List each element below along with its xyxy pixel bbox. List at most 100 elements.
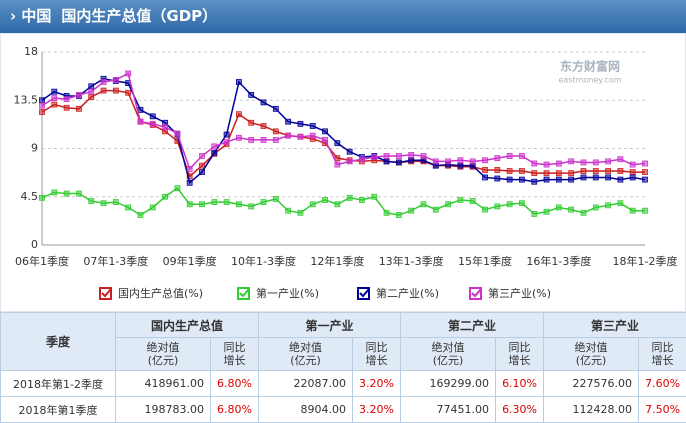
header-cell: 第二产业 (401, 313, 544, 338)
point-marker (593, 160, 598, 165)
value-cell: 169299.00 (401, 371, 496, 397)
header-region: 中国 (21, 7, 51, 25)
value-cell: 418961.00 (116, 371, 211, 397)
point-marker (113, 88, 118, 93)
point-marker (323, 137, 328, 142)
point-marker (593, 169, 598, 174)
point-marker (519, 201, 524, 206)
x-tick-label: 18年1-2季度 (613, 254, 678, 268)
point-marker (261, 200, 266, 205)
point-marker (495, 176, 500, 181)
point-marker (618, 169, 623, 174)
point-marker (483, 158, 488, 163)
y-tick-label: 13.5 (14, 93, 39, 106)
point-marker (519, 154, 524, 159)
y-tick-label: 9 (31, 142, 38, 155)
point-marker (126, 205, 131, 210)
subheader-line: 增长 (639, 354, 686, 367)
point-marker (544, 162, 549, 167)
subheader-cell: 绝对值(亿元) (116, 338, 211, 371)
point-marker (581, 210, 586, 215)
point-marker (347, 195, 352, 200)
point-marker (175, 186, 180, 191)
value-cell: 22087.00 (259, 371, 353, 397)
point-marker (199, 154, 204, 159)
point-marker (52, 96, 57, 101)
point-marker (556, 205, 561, 210)
growth-cell: 7.60% (639, 371, 686, 397)
point-marker (224, 132, 229, 137)
point-marker (544, 171, 549, 176)
point-marker (507, 169, 512, 174)
point-marker (495, 156, 500, 161)
point-marker (532, 211, 537, 216)
point-marker (310, 123, 315, 128)
point-marker (89, 84, 94, 89)
point-marker (310, 202, 315, 207)
growth-cell: 6.30% (496, 397, 544, 423)
point-marker (212, 150, 217, 155)
subheader-cell: 同比增长 (353, 338, 401, 371)
point-marker (384, 210, 389, 215)
header-bar: › 中国国内生产总值（GDP） (0, 0, 686, 33)
point-marker (261, 123, 266, 128)
point-marker (556, 177, 561, 182)
point-marker (273, 137, 278, 142)
point-marker (556, 171, 561, 176)
value-cell: 227576.00 (544, 371, 639, 397)
point-marker (261, 137, 266, 142)
growth-cell: 6.80% (211, 397, 259, 423)
x-tick-label: 06年1季度 (15, 254, 69, 268)
point-marker (569, 207, 574, 212)
point-marker (76, 106, 81, 111)
value-cell: 77451.00 (401, 397, 496, 423)
growth-cell: 3.20% (353, 371, 401, 397)
x-tick-label: 12年1季度 (310, 254, 364, 268)
point-marker (446, 159, 451, 164)
point-marker (187, 166, 192, 171)
subheader-cell: 同比增长 (211, 338, 259, 371)
value-cell: 112428.00 (544, 397, 639, 423)
point-marker (532, 161, 537, 166)
subheader-cell: 绝对值(亿元) (544, 338, 639, 371)
point-marker (643, 177, 648, 182)
subheader-line: (亿元) (116, 354, 210, 367)
legend-label: 国内生产总值(%) (118, 286, 203, 300)
point-marker (249, 92, 254, 97)
subheader-line: 绝对值 (544, 341, 638, 354)
subheader-line: (亿元) (544, 354, 638, 367)
point-marker (483, 207, 488, 212)
point-marker (52, 89, 57, 94)
point-marker (212, 200, 217, 205)
point-marker (507, 202, 512, 207)
subheader-cell: 绝对值(亿元) (401, 338, 496, 371)
point-marker (421, 202, 426, 207)
period-cell: 2018年第1-2季度 (1, 371, 116, 397)
y-tick-label: 18 (24, 45, 38, 58)
point-marker (273, 129, 278, 134)
subheader-line: 同比 (353, 341, 400, 354)
point-marker (335, 141, 340, 146)
x-tick-label: 16年1-3季度 (526, 254, 591, 268)
point-marker (298, 134, 303, 139)
point-marker (433, 207, 438, 212)
subheader-line: 增长 (496, 354, 543, 367)
point-marker (421, 154, 426, 159)
value-cell: 8904.00 (259, 397, 353, 423)
point-marker (593, 175, 598, 180)
point-marker (236, 80, 241, 85)
point-marker (138, 107, 143, 112)
point-marker (569, 177, 574, 182)
point-marker (643, 161, 648, 166)
point-marker (175, 131, 180, 136)
y-tick-label: 0 (31, 238, 38, 251)
point-marker (483, 167, 488, 172)
point-marker (89, 199, 94, 204)
point-marker (273, 106, 278, 111)
point-marker (544, 177, 549, 182)
point-marker (359, 157, 364, 162)
point-marker (199, 170, 204, 175)
point-marker (396, 154, 401, 159)
point-marker (249, 120, 254, 125)
